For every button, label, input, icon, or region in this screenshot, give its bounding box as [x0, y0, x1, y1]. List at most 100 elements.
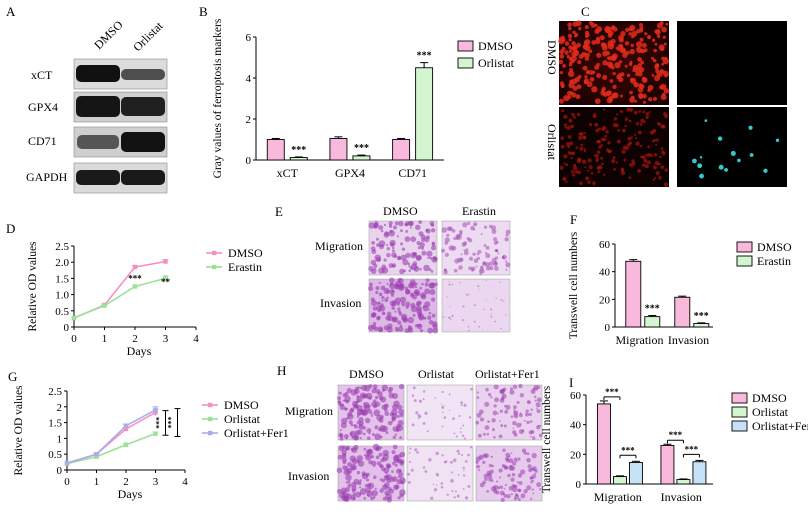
transwell-stain — [394, 326, 399, 331]
micro-cyan-signal — [717, 136, 723, 141]
transwell-stain — [504, 237, 509, 242]
micro-image-dmso-cyan — [677, 21, 787, 105]
transwell-stain — [460, 317, 462, 318]
transwell-stain — [512, 427, 515, 430]
transwell-stain — [351, 488, 356, 493]
micro-cell-stain — [628, 62, 633, 67]
transwell-stain — [426, 430, 429, 433]
transwell-stain — [391, 252, 397, 258]
transwell-stain — [457, 473, 460, 476]
transwell-stain — [401, 247, 406, 251]
transwell-stain — [354, 435, 359, 440]
blot-band-xct-orlistat — [121, 69, 165, 80]
micro-cell-stain — [602, 108, 605, 111]
transwell-stain — [467, 329, 470, 332]
micro-cell-stain — [640, 60, 645, 65]
chart-d-x-tick-label: 0 — [71, 333, 77, 345]
transwell-stain — [424, 411, 428, 415]
transwell-stain — [385, 431, 389, 435]
micro-cell-stain — [646, 35, 652, 40]
blot-col-label-dmso: DMSO — [91, 17, 126, 52]
transwell-stain — [476, 464, 481, 469]
transwell-stain — [366, 478, 370, 482]
chart-i-significance-label: *** — [605, 387, 619, 397]
transwell-stain — [465, 248, 469, 252]
transwell-stain — [500, 299, 503, 302]
transwell-stain — [359, 488, 367, 495]
micro-cell-stain — [637, 130, 642, 135]
transwell-stain — [352, 496, 356, 500]
chart-g-data-point — [123, 426, 129, 432]
micro-cell-stain — [577, 74, 582, 79]
transwell-stain — [372, 475, 377, 479]
transwell-stain — [416, 301, 421, 306]
micro-cell-stain — [595, 128, 600, 133]
chart-g-series-line — [66, 409, 156, 464]
micro-cell-stain — [643, 158, 648, 163]
transwell-stain — [476, 252, 480, 256]
transwell-stain — [515, 493, 518, 497]
micro-cell-stain — [588, 165, 593, 170]
chart-g: 0 0.5 1 1.5 2 2.5 0 1 2 3 4 Days Relative OD values *… — [13, 385, 289, 501]
transwell-stain — [357, 429, 363, 435]
transwell-stain — [339, 428, 342, 432]
micro-cell-stain — [583, 131, 586, 134]
transwell-stain — [468, 294, 470, 296]
micro-cell-stain — [631, 161, 636, 166]
micro-cell-stain — [603, 173, 606, 176]
micro-cell-stain — [560, 144, 565, 149]
micro-cell-stain — [656, 34, 661, 39]
micro-cell-stain — [655, 143, 658, 146]
transwell-stain — [371, 241, 376, 245]
chart-i-y-tick-label: 40 — [570, 420, 582, 432]
chart-d-x-tick-label: 2 — [132, 333, 138, 345]
transwell-stain — [429, 256, 432, 260]
transwell-stain — [530, 435, 532, 438]
transwell-stain — [350, 423, 354, 427]
micro-cell-stain — [665, 22, 669, 26]
micro-cell-stain — [590, 171, 594, 175]
micro-cell-stain — [659, 155, 662, 159]
micro-cell-stain — [618, 60, 623, 64]
transwell-stain — [498, 468, 503, 473]
micro-cell-stain — [647, 97, 653, 102]
chart-b: 0 2 4 6 Gray values of ferroptosis markers xC… — [212, 18, 515, 180]
transwell-stain — [528, 430, 533, 435]
transwell-stain — [503, 487, 506, 490]
transwell-stain — [392, 435, 396, 439]
micro-cell-stain — [652, 165, 657, 170]
transwell-stain — [459, 427, 462, 430]
transwell-stain — [419, 329, 424, 333]
micro-cell-stain — [588, 122, 593, 127]
chart-i-y-tick-label: 20 — [570, 449, 582, 461]
transwell-stain — [473, 228, 476, 231]
transwell-stain — [380, 415, 384, 419]
micro-cell-stain — [644, 164, 649, 169]
transwell-stain — [381, 467, 386, 472]
micro-cell-stain — [630, 43, 634, 48]
micro-cell-stain — [581, 159, 587, 165]
transwell-stain — [429, 289, 436, 296]
transwell-stain — [384, 482, 390, 489]
micro-cell-stain — [573, 44, 579, 50]
transwell-stain — [373, 465, 376, 468]
transwell-stain — [484, 425, 490, 430]
transwell-stain — [451, 489, 454, 493]
micro-cell-stain — [616, 139, 621, 144]
micro-cell-stain — [559, 165, 564, 170]
transwell-stain — [468, 256, 474, 261]
micro-cell-stain — [615, 46, 619, 50]
transwell-stain — [344, 391, 349, 397]
micro-cell-stain — [628, 163, 632, 167]
transwell-stain — [518, 383, 523, 389]
transwell-stain — [460, 401, 464, 405]
transwell-stain — [370, 246, 376, 252]
chart-b-bar — [289, 157, 308, 161]
transwell-stain — [446, 233, 450, 237]
transwell-stain — [398, 283, 405, 290]
micro-cell-stain — [619, 110, 623, 113]
transwell-stain — [533, 385, 539, 390]
transwell-stain — [461, 434, 465, 438]
micro-cell-stain — [563, 114, 568, 119]
transwell-stain — [495, 490, 500, 495]
